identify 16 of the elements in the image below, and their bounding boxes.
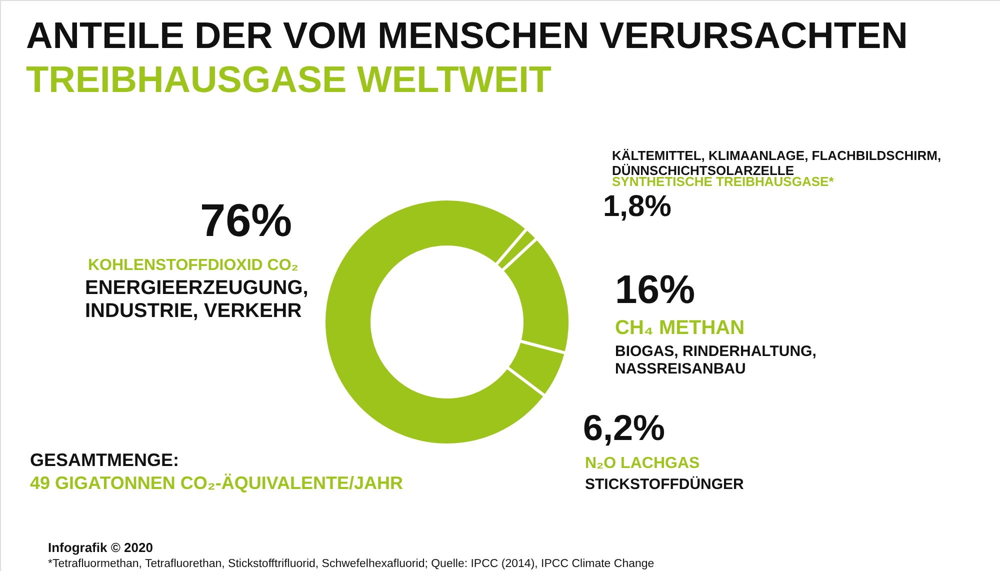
data-label: 1,8% (603, 190, 672, 223)
data-label: 6,2% (583, 407, 666, 448)
chart-title: ANTEILE DER VOM MENSCHEN VERURSACHTEN (26, 15, 908, 56)
text: Infografik © 2020 (48, 540, 153, 555)
slice-label: KOHLENSTOFFDIOXID CO₂ (88, 257, 298, 274)
text: ENERGIEERZEUGUNG, INDUSTRIE, VERKEHR (85, 277, 308, 322)
data-label: 16% (615, 268, 696, 312)
data-label: 76% (200, 194, 292, 246)
text: BIOGAS, RINDERHALTUNG, NASSREISANBAU (615, 343, 816, 378)
text: GESAMTMENGE: (30, 450, 180, 470)
text: 49 GIGATONNEN CO₂-ÄQUIVALENTE/JAHR (30, 473, 404, 493)
slice-label: CH₄ METHAN (615, 317, 745, 339)
text: *Tetrafluormethan, Tetrafluorethan, Stickstofftrifluorid, Schwefelhexafluorid; Quelle: IPCC (2014), IPCC Climate Change (48, 558, 654, 570)
slice-label: N₂O LACHGAS (585, 455, 700, 472)
chart-subtitle: TREIBHAUSGASE WELTWEIT (26, 59, 552, 100)
text: STICKSTOFFDÜNGER (585, 476, 744, 493)
